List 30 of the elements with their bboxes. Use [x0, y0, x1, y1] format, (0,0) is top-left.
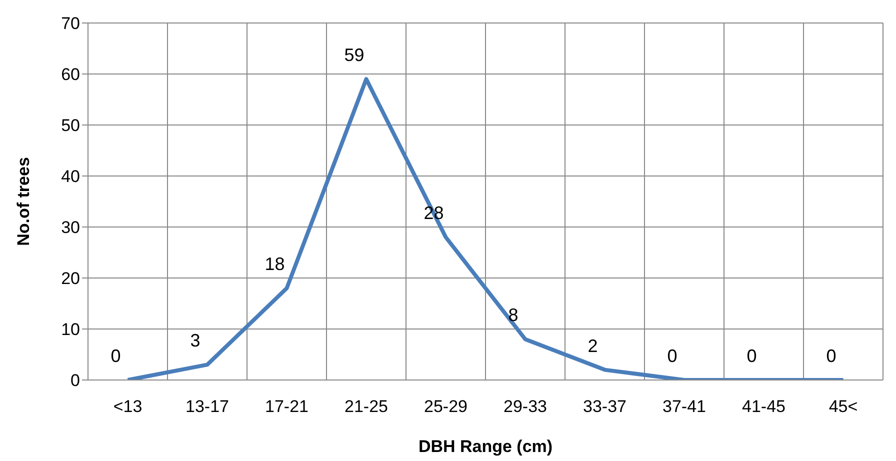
- x-tick-label: 45<: [828, 397, 858, 416]
- y-tick-label: 30: [61, 218, 80, 238]
- line-series: [126, 77, 846, 380]
- y-tick-label: 20: [61, 269, 80, 288]
- data-label: 0: [826, 346, 836, 366]
- y-tick-label: 10: [61, 320, 80, 340]
- data-label: 8: [508, 305, 518, 326]
- data-label: 18: [264, 254, 285, 274]
- x-tick-label: 25-29: [424, 397, 468, 416]
- y-tick-label: 70: [61, 14, 80, 34]
- x-tick-label: 21-25: [344, 397, 388, 416]
- data-label: 2: [588, 336, 598, 356]
- x-tick-label: 33-37: [583, 397, 626, 416]
- data-label: 0: [110, 346, 121, 366]
- x-tick-label: 41-45: [742, 397, 786, 416]
- x-tick-label: 17-21: [265, 397, 308, 416]
- x-tick-label: <13: [113, 397, 142, 416]
- data-label: 3: [190, 330, 200, 351]
- y-tick-label: 40: [61, 167, 80, 186]
- y-tick-label: 0: [70, 371, 80, 390]
- y-axis-title: No.of trees: [14, 157, 34, 246]
- data-label: 0: [667, 346, 678, 366]
- y-tick-label: 50: [61, 116, 80, 136]
- data-label: 0: [746, 346, 757, 366]
- x-axis-title: DBH Range (cm): [418, 437, 553, 456]
- x-tick-label: 13-17: [186, 397, 229, 416]
- x-tick-label: 37-41: [662, 397, 706, 416]
- y-tick-label: 60: [61, 65, 80, 84]
- x-tick-label: 29-33: [504, 397, 547, 416]
- data-label: 59: [344, 45, 364, 66]
